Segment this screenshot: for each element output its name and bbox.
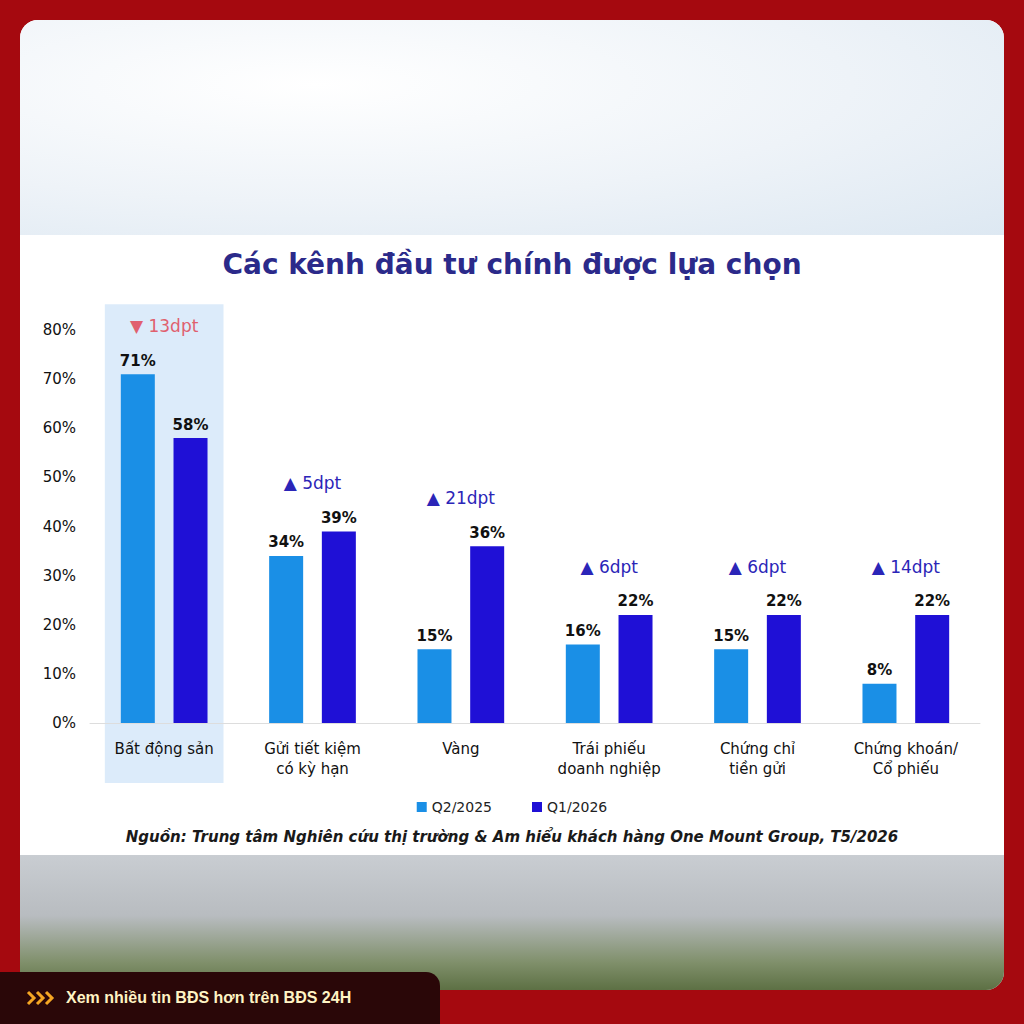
html-text:Xem nhiều tin BĐS hơn trên BĐS: Xem nhiều tin BĐS hơn trên BĐS 24H: [66, 989, 352, 1006]
svg-text:71%: 71%: [120, 352, 156, 370]
svg-text:40%: 40%: [43, 518, 76, 536]
svg-text:Gửi tiết kiệm: Gửi tiết kiệm: [264, 740, 361, 758]
svg-text:▲ 6dpt: ▲ 6dpt: [580, 557, 638, 577]
svg-text:60%: 60%: [43, 419, 76, 437]
svg-text:tiền gửi: tiền gửi: [729, 760, 786, 778]
svg-text:Cổ phiếu: Cổ phiếu: [873, 760, 939, 778]
svg-text:10%: 10%: [43, 665, 76, 683]
svg-text:39%: 39%: [321, 509, 357, 527]
svg-text:Trái phiếu: Trái phiếu: [572, 740, 646, 758]
svg-text:58%: 58%: [173, 416, 209, 434]
svg-text:15%: 15%: [713, 627, 749, 645]
svg-text:▲ 14dpt: ▲ 14dpt: [872, 557, 941, 577]
svg-text:Chứng chỉ: Chứng chỉ: [720, 740, 795, 758]
svg-text:▲ 5dpt: ▲ 5dpt: [284, 473, 342, 493]
svg-text:36%: 36%: [469, 524, 505, 542]
svg-text:0%: 0%: [52, 714, 76, 732]
svg-text:Q2/2025: Q2/2025: [432, 799, 492, 815]
svg-text:22%: 22%: [914, 592, 950, 610]
svg-text:34%: 34%: [268, 533, 304, 551]
svg-text:có kỳ hạn: có kỳ hạn: [276, 760, 349, 778]
svg-text:Bất động sản: Bất động sản: [115, 740, 214, 758]
svg-text:15%: 15%: [417, 627, 453, 645]
svg-text:▲ 21dpt: ▲ 21dpt: [427, 488, 496, 508]
svg-text:Vàng: Vàng: [442, 740, 479, 758]
svg-text:16%: 16%: [565, 622, 601, 640]
svg-text:▲ 6dpt: ▲ 6dpt: [729, 557, 787, 577]
svg-text:50%: 50%: [43, 468, 76, 486]
svg-text:doanh nghiệp: doanh nghiệp: [558, 760, 661, 778]
svg-text:Q1/2026: Q1/2026: [547, 799, 607, 815]
svg-text:70%: 70%: [43, 370, 76, 388]
svg-text:80%: 80%: [43, 321, 76, 339]
svg-text:22%: 22%: [618, 592, 654, 610]
svg-text:▼ 13dpt: ▼ 13dpt: [130, 316, 199, 336]
svg-text:8%: 8%: [867, 661, 892, 679]
svg-text:22%: 22%: [766, 592, 802, 610]
svg-text:30%: 30%: [43, 567, 76, 585]
svg-text:Chứng khoán/: Chứng khoán/: [854, 740, 959, 758]
svg-text:20%: 20%: [43, 616, 76, 634]
svg-text:Nguồn: Trung tâm Nghiên cứu th: Nguồn: Trung tâm Nghiên cứu thị trường &…: [126, 827, 898, 846]
svg-text:Các kênh đầu tư chính được lựa: Các kênh đầu tư chính được lựa chọn: [222, 248, 801, 281]
